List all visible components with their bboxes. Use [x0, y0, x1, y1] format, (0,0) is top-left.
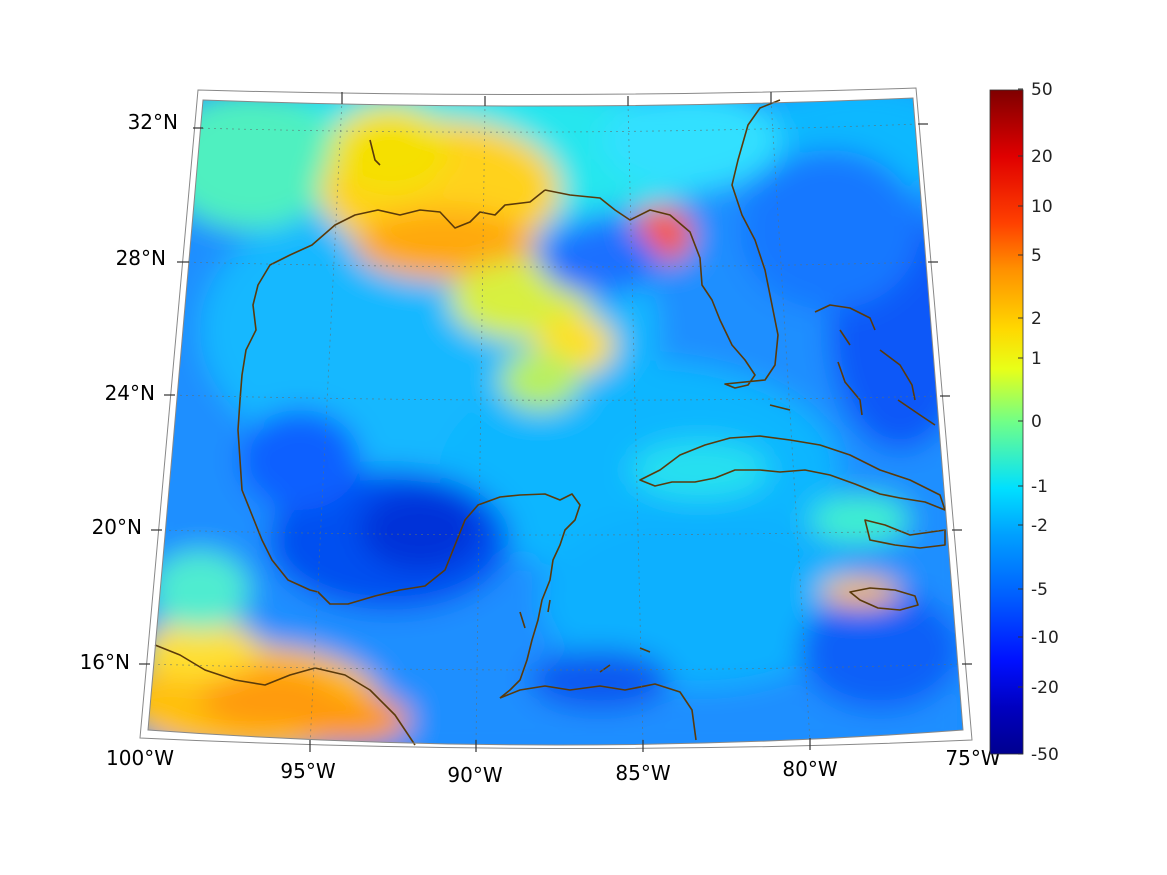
gulf-coastline — [237, 189, 581, 699]
colorbar-tick-label: 2 — [1031, 309, 1042, 329]
lon-label-90: 90°W — [447, 763, 502, 787]
data-field — [148, 98, 963, 745]
colorbar-tick-label: -10 — [1031, 628, 1059, 648]
colorbar-tick-label: -2 — [1031, 516, 1048, 536]
coastlines — [154, 99, 946, 746]
central-america-coastline — [499, 683, 697, 741]
florida-coastline — [544, 99, 781, 389]
map-frame — [139, 87, 973, 750]
colorbar-tick-label: -5 — [1031, 580, 1048, 600]
graticule — [148, 99, 963, 745]
colorbar-tick-label: -50 — [1031, 745, 1059, 765]
pacific-coastline — [154, 644, 416, 746]
frame-ticks — [139, 92, 972, 752]
colorbar-tick-label: 5 — [1031, 246, 1042, 266]
bahamas-islands — [814, 304, 936, 426]
lat-label-24: 24°N — [105, 381, 155, 405]
lon-labels: 100°W 95°W 90°W 85°W 80°W 75°W — [106, 746, 1001, 787]
lat-labels: 32°N 28°N 24°N 20°N 16°N — [80, 110, 178, 674]
lon-label-80: 80°W — [782, 757, 837, 781]
lat-label-16: 16°N — [80, 650, 130, 674]
cuba-coastline — [639, 435, 946, 511]
colorbar-tick-label: 1 — [1031, 349, 1042, 369]
colorbar-tick-label: 10 — [1031, 197, 1053, 217]
colorbar-tick-label: 20 — [1031, 147, 1053, 167]
colorbar-tick-label: 0 — [1031, 412, 1042, 432]
colorbar-tick-label: 50 — [1031, 80, 1053, 100]
lon-label-95: 95°W — [280, 759, 335, 783]
colorbar-tick-label: -1 — [1031, 477, 1048, 497]
lat-label-20: 20°N — [92, 515, 142, 539]
small-islands — [369, 139, 791, 673]
lat-label-28: 28°N — [116, 246, 166, 270]
jamaica-coastline — [849, 587, 919, 611]
lon-label-85: 85°W — [615, 761, 670, 785]
colorbar-gradient — [989, 89, 1024, 755]
lon-label-100: 100°W — [106, 746, 174, 770]
hispaniola-coastline — [864, 519, 946, 549]
colorbar-tick-label: -20 — [1031, 678, 1059, 698]
lat-label-32: 32°N — [128, 110, 178, 134]
